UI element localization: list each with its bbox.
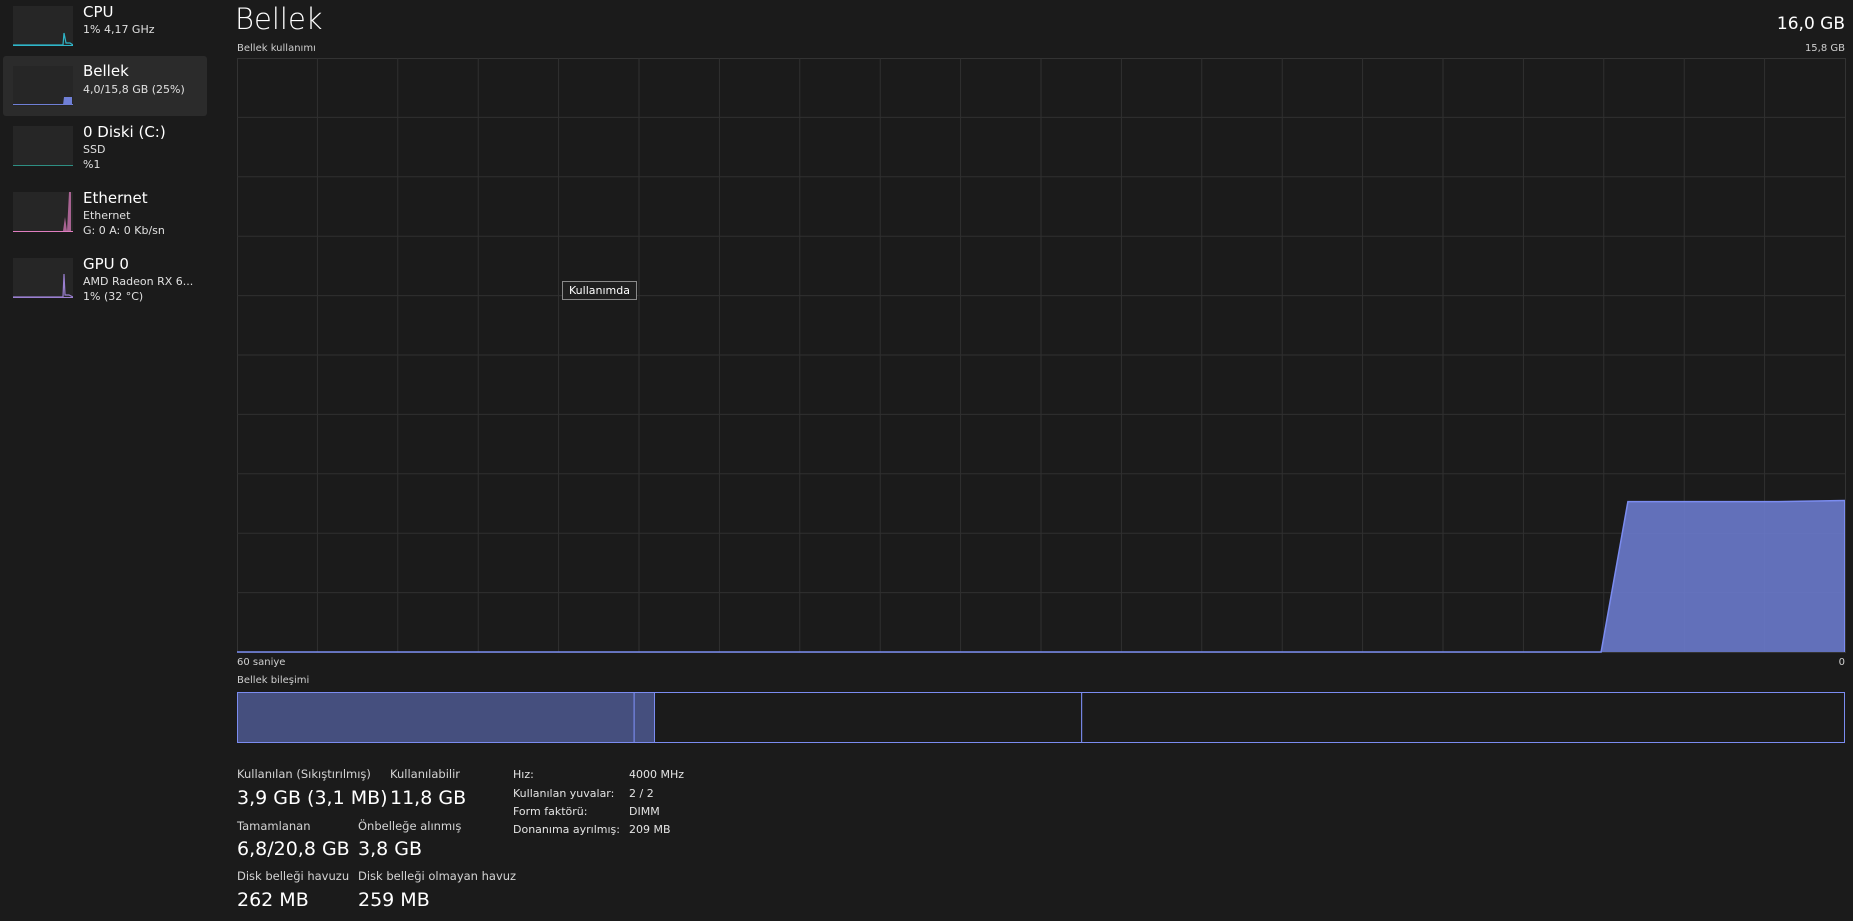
paged-pool-value: 262 MB — [237, 889, 309, 911]
sidebar-item-detail: %1 — [83, 158, 101, 171]
memory-usage-chart — [237, 58, 1846, 653]
sidebar-item-detail: Ethernet — [83, 209, 131, 222]
available-value: 11,8 GB — [390, 787, 467, 809]
composition-label: Bellek bileşimi — [237, 675, 310, 686]
sidebar-item-detail: 1% (32 °C) — [83, 290, 144, 303]
sidebar-item-detail: SSD — [83, 143, 106, 156]
tooltip-in-use: Kullanımda — [562, 281, 637, 300]
memory-usage-line — [237, 499, 1846, 653]
spec-value: 209 MB — [629, 823, 671, 836]
spec-label: Donanıma ayrılmış: — [513, 823, 620, 836]
composition-segment-standby — [654, 692, 1083, 743]
composition-segment-in-use — [237, 692, 635, 743]
committed-value: 6,8/20,8 GB — [237, 838, 350, 860]
nonpaged-pool-label: Disk belleği olmayan havuz — [358, 869, 517, 883]
sidebar-item-detail: 4,0/15,8 GB (25%) — [83, 83, 185, 96]
nonpaged-pool-value: 259 MB — [358, 889, 430, 911]
sidebar-item-memory[interactable]: Bellek 4,0/15,8 GB (25%) — [3, 56, 207, 116]
sidebar-item-detail: AMD Radeon RX 6... — [83, 275, 194, 288]
page-title: Bellek — [235, 2, 323, 36]
spec-value: DIMM — [629, 805, 660, 818]
sidebar-item-detail: G: 0 A: 0 Kb/sn — [83, 224, 165, 237]
available-label: Kullanılabilir — [390, 767, 461, 781]
ethernet-thumbnail-graph — [13, 192, 73, 232]
disk-thumbnail-graph — [13, 126, 73, 166]
composition-segment-free — [1081, 692, 1845, 743]
memory-composition-bar[interactable] — [237, 692, 1846, 744]
sidebar-item-ethernet[interactable]: Ethernet Ethernet G: 0 A: 0 Kb/sn — [3, 186, 207, 246]
sidebar-item-label: Bellek — [83, 62, 129, 80]
sidebar-item-detail: 1% 4,17 GHz — [83, 23, 155, 36]
memory-thumbnail-graph — [13, 66, 73, 106]
composition-segment-modified — [633, 692, 656, 743]
sidebar-item-label: 0 Diski (C:) — [83, 123, 166, 141]
committed-label: Tamamlanan — [237, 819, 311, 833]
sidebar-item-disk[interactable]: 0 Diski (C:) SSD %1 — [3, 120, 207, 180]
spec-label: Hız: — [513, 768, 534, 781]
used-value: 3,9 GB (3,1 MB) — [237, 787, 388, 809]
memory-usage-area — [237, 500, 1845, 652]
sidebar-item-gpu[interactable]: GPU 0 AMD Radeon RX 6... 1% (32 °C) — [3, 252, 207, 312]
total-memory: 16,0 GB — [1776, 14, 1845, 34]
sidebar-item-label: GPU 0 — [83, 255, 129, 273]
x-axis-left-label: 60 saniye — [237, 657, 286, 668]
x-axis-right-label: 0 — [1838, 657, 1845, 668]
gpu-thumbnail-graph — [13, 258, 73, 298]
usage-chart-max-label: 15,8 GB — [1804, 43, 1845, 54]
sidebar-item-cpu[interactable]: CPU 1% 4,17 GHz — [3, 0, 207, 60]
used-label: Kullanılan (Sıkıştırılmış) — [237, 767, 371, 781]
sidebar-item-label: CPU — [83, 3, 114, 21]
spec-label: Form faktörü: — [513, 805, 588, 818]
sidebar-item-label: Ethernet — [83, 189, 148, 207]
spec-value: 2 / 2 — [629, 787, 654, 800]
cached-value: 3,8 GB — [358, 838, 423, 860]
spec-value: 4000 MHz — [629, 768, 685, 781]
cpu-thumbnail-graph — [13, 6, 73, 46]
cached-label: Önbelleğe alınmış — [358, 819, 462, 833]
spec-label: Kullanılan yuvalar: — [513, 787, 615, 800]
paged-pool-label: Disk belleği havuzu — [237, 869, 350, 883]
usage-chart-label: Bellek kullanımı — [237, 43, 316, 54]
